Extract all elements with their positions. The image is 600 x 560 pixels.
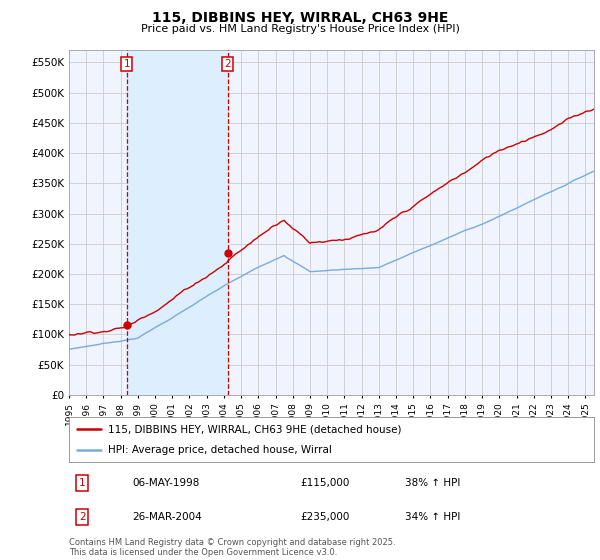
Text: 34% ↑ HPI: 34% ↑ HPI (405, 512, 460, 522)
Text: HPI: Average price, detached house, Wirral: HPI: Average price, detached house, Wirr… (109, 445, 332, 455)
Text: 115, DIBBINS HEY, WIRRAL, CH63 9HE (detached house): 115, DIBBINS HEY, WIRRAL, CH63 9HE (deta… (109, 424, 402, 435)
Text: 1: 1 (124, 59, 130, 69)
Bar (127, 50, 228, 395)
Text: £115,000: £115,000 (300, 478, 349, 488)
Text: Price paid vs. HM Land Registry's House Price Index (HPI): Price paid vs. HM Land Registry's House … (140, 24, 460, 34)
Text: 115, DIBBINS HEY, WIRRAL, CH63 9HE: 115, DIBBINS HEY, WIRRAL, CH63 9HE (152, 11, 448, 25)
Text: 2: 2 (224, 59, 231, 69)
Text: 1: 1 (79, 478, 85, 488)
Text: 06-MAY-1998: 06-MAY-1998 (132, 478, 199, 488)
Text: £235,000: £235,000 (300, 512, 349, 522)
Text: Contains HM Land Registry data © Crown copyright and database right 2025.
This d: Contains HM Land Registry data © Crown c… (69, 538, 395, 557)
Text: 26-MAR-2004: 26-MAR-2004 (132, 512, 202, 522)
Text: 2: 2 (79, 512, 85, 522)
Text: 38% ↑ HPI: 38% ↑ HPI (405, 478, 460, 488)
